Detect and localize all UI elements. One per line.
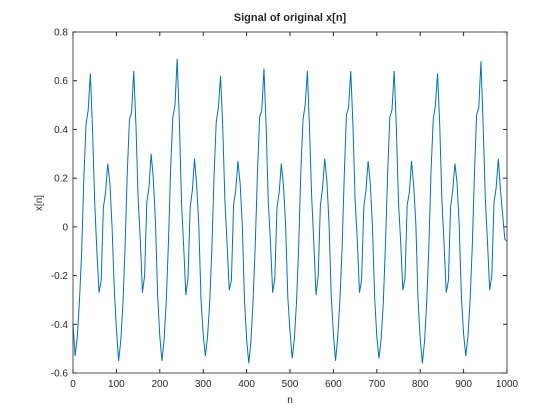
y-tick-label: 0.8	[54, 28, 68, 39]
x-tick-label: 400	[238, 379, 255, 390]
y-tick-label: 0	[62, 222, 68, 233]
x-tick-label: 0	[70, 379, 76, 390]
chart-title: Signal of original x[n]	[234, 12, 347, 24]
x-tick-label: 1000	[496, 379, 519, 390]
y-axis-label: x[n]	[34, 195, 45, 211]
x-tick-label: 200	[151, 379, 168, 390]
x-tick-label: 500	[282, 379, 299, 390]
y-tick-label: 0.2	[54, 174, 68, 185]
axes-box	[72, 31, 508, 374]
y-tick-label: -0.4	[51, 320, 69, 331]
x-tick-label: 100	[108, 379, 125, 390]
y-tick-label: -0.2	[51, 271, 69, 282]
x-tick-label: 800	[412, 379, 429, 390]
x-axis-label: n	[287, 395, 293, 406]
x-tick-label: 900	[455, 379, 472, 390]
y-tick-label: 0.4	[54, 125, 68, 136]
line-series	[72, 58, 508, 364]
y-tick-label: -0.6	[51, 369, 69, 380]
y-tick-label: 0.6	[54, 76, 68, 87]
x-tick-label: 300	[195, 379, 212, 390]
x-tick-label: 700	[368, 379, 385, 390]
x-tick-label: 600	[325, 379, 342, 390]
